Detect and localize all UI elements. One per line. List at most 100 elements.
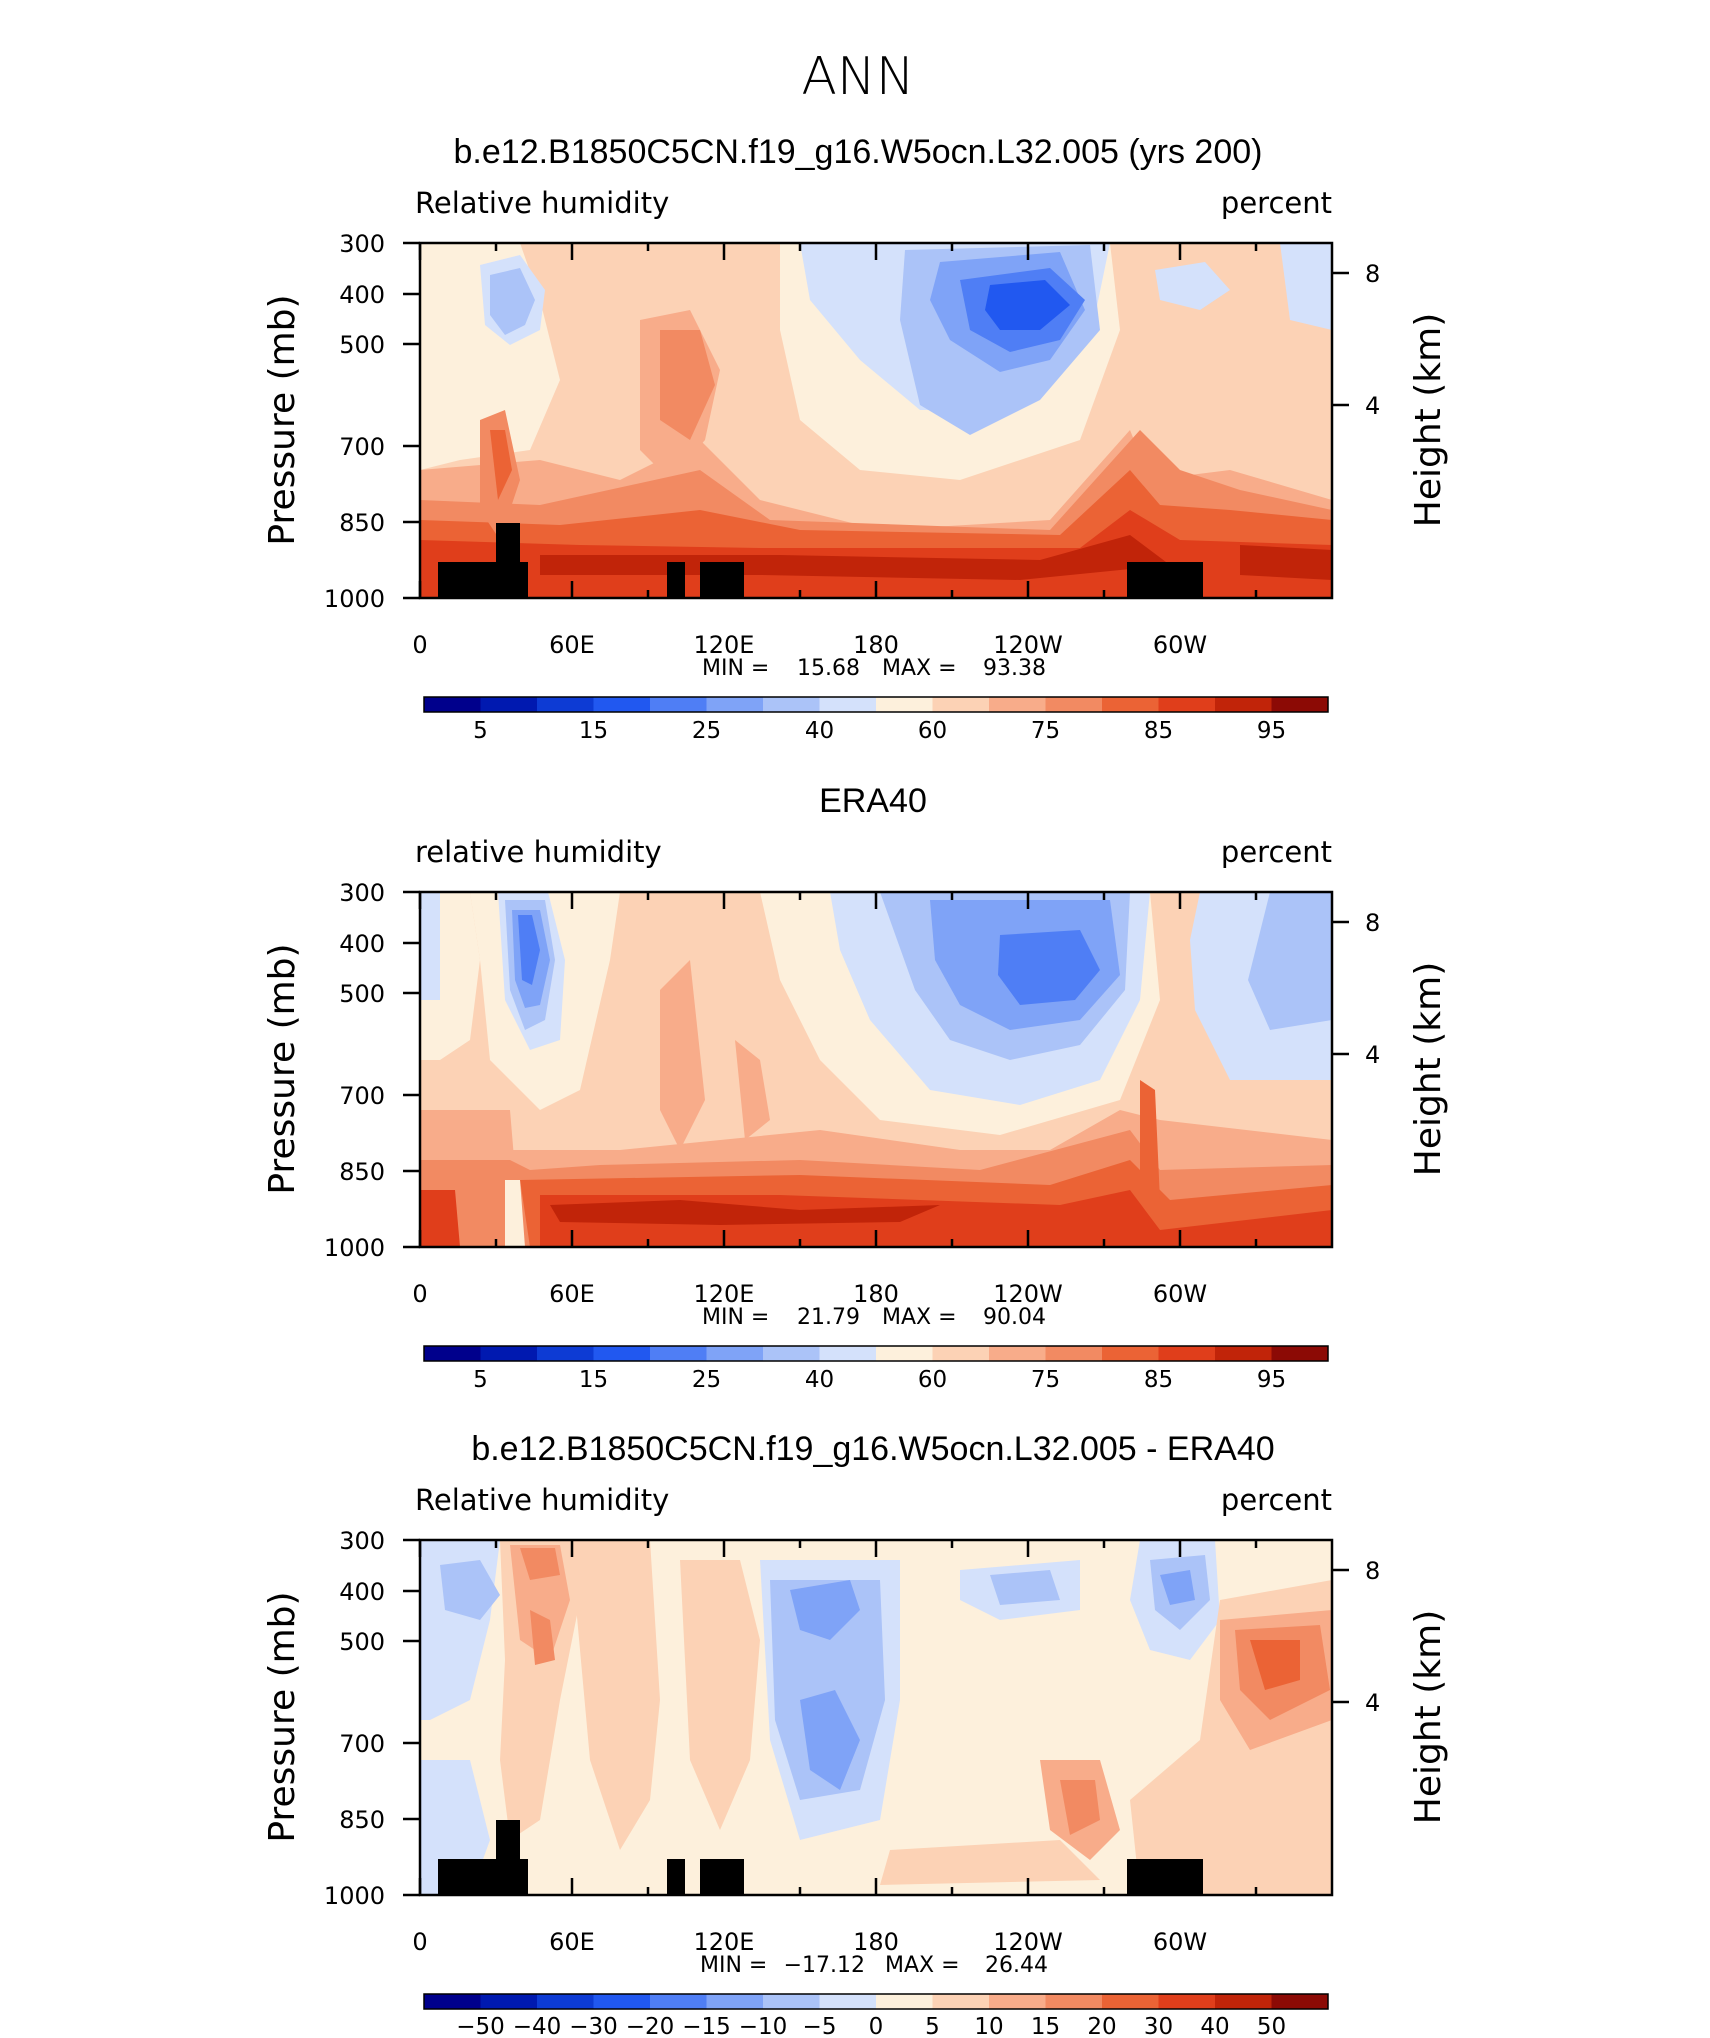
colorbar-cell bbox=[1158, 697, 1215, 712]
y-tick-label: 500 bbox=[339, 1628, 385, 1656]
y2-tick-label: 8 bbox=[1365, 260, 1380, 288]
colorbar-label: −20 bbox=[626, 2014, 675, 2038]
colorbar-cell bbox=[989, 697, 1046, 712]
y-tick-label: 700 bbox=[339, 1730, 385, 1758]
colorbar: −50 −40 −30 −20 −15 −10 −5 0 5 10 15 20 … bbox=[423, 1993, 1329, 2038]
variable-label: relative humidity bbox=[415, 835, 662, 869]
colorbar-frame bbox=[423, 1993, 1329, 2010]
colorbar-cell bbox=[1158, 1994, 1215, 2009]
contour-region bbox=[530, 1610, 555, 1665]
units-label: percent bbox=[1221, 1483, 1332, 1517]
colorbar-cell bbox=[1215, 697, 1272, 712]
colorbar-frame bbox=[423, 1345, 1329, 1362]
colorbar-cell bbox=[593, 1346, 650, 1361]
colorbar-cell bbox=[706, 1994, 763, 2009]
y-tick-label: 850 bbox=[339, 1806, 385, 1834]
colorbar-label: 25 bbox=[692, 1367, 721, 1393]
y2-tick-label: 8 bbox=[1365, 1557, 1380, 1585]
panel-title: b.e12.B1850C5CN.f19_g16.W5ocn.L32.005 - … bbox=[471, 1430, 1274, 1468]
min-value: 21.79 bbox=[797, 1305, 860, 1330]
colorbar-label: −5 bbox=[803, 2014, 837, 2038]
y2-axis-title: Height (km) bbox=[1408, 962, 1449, 1176]
colorbar-cell bbox=[537, 1346, 594, 1361]
colorbar-label: 10 bbox=[974, 2014, 1003, 2038]
x-tick-label: 180 bbox=[853, 631, 899, 659]
y-tick-label: 850 bbox=[339, 1158, 385, 1186]
colorbar-cell bbox=[593, 1994, 650, 2009]
max-label: MAX = bbox=[882, 656, 957, 681]
contour-field bbox=[420, 243, 1332, 598]
colorbar-cell bbox=[1102, 1994, 1159, 2009]
colorbar-label: −30 bbox=[569, 2014, 618, 2038]
colorbar-cell bbox=[876, 1346, 933, 1361]
y-tick-label: 700 bbox=[339, 1082, 385, 1110]
panel-title: ERA40 bbox=[819, 782, 927, 820]
x-tick-label: 120W bbox=[993, 631, 1063, 659]
min-max-readout: MIN = −17.12 MAX = 26.44 bbox=[700, 1953, 1048, 1978]
colorbar-cell bbox=[876, 697, 933, 712]
colorbar-cell bbox=[706, 1346, 763, 1361]
colorbar-cell bbox=[932, 1994, 989, 2009]
contour-region bbox=[550, 1200, 940, 1225]
colorbar-label: 40 bbox=[805, 718, 834, 744]
y-tick-label: 850 bbox=[339, 509, 385, 537]
y-tick-label: 1000 bbox=[324, 1882, 385, 1910]
colorbar-label: −40 bbox=[513, 2014, 562, 2038]
x-tick-label: 120E bbox=[694, 1280, 755, 1308]
contour-region bbox=[735, 1040, 770, 1140]
topography-block bbox=[496, 523, 520, 598]
contour-region bbox=[985, 280, 1070, 330]
min-label: MIN = bbox=[702, 1305, 769, 1330]
y-tick-label: 400 bbox=[339, 930, 385, 958]
y2-tick-label: 4 bbox=[1365, 392, 1380, 420]
min-label: MIN = bbox=[700, 1953, 767, 1978]
colorbar-label: −15 bbox=[682, 2014, 731, 2038]
colorbar-label: 30 bbox=[1144, 2014, 1173, 2038]
colorbar-cell bbox=[537, 1994, 594, 2009]
colorbar-label: 95 bbox=[1257, 718, 1286, 744]
colorbar-cell bbox=[480, 697, 537, 712]
contour-region bbox=[540, 535, 1170, 580]
colorbar-cell bbox=[1045, 697, 1102, 712]
colorbar-cell bbox=[1215, 1346, 1272, 1361]
topography-block bbox=[518, 1859, 528, 1895]
colorbar-cell bbox=[537, 697, 594, 712]
contour-region bbox=[990, 1570, 1060, 1605]
colorbar-label: 20 bbox=[1087, 2014, 1116, 2038]
y2-tick-label: 4 bbox=[1365, 1689, 1380, 1717]
colorbar-frame bbox=[423, 696, 1329, 713]
colorbar-cell bbox=[1102, 697, 1159, 712]
colorbar-label: 75 bbox=[1031, 1367, 1060, 1393]
contour-region bbox=[570, 1540, 660, 1850]
y-tick-label: 700 bbox=[339, 433, 385, 461]
colorbar-label: 95 bbox=[1257, 1367, 1286, 1393]
contour-region bbox=[1140, 1080, 1160, 1200]
colorbar-label: 15 bbox=[1031, 2014, 1060, 2038]
colorbar-cell bbox=[650, 1994, 707, 2009]
colorbar-cell bbox=[989, 1994, 1046, 2009]
x-tick-label: 0 bbox=[412, 631, 427, 659]
colorbar-cell bbox=[819, 1346, 876, 1361]
x-tick-label: 60W bbox=[1153, 631, 1207, 659]
x-tick-label: 180 bbox=[853, 1280, 899, 1308]
x-tick-label: 120W bbox=[993, 1280, 1063, 1308]
contour-region bbox=[1160, 1570, 1195, 1605]
min-value: −17.12 bbox=[784, 1953, 865, 1978]
colorbar-label: 60 bbox=[918, 718, 947, 744]
colorbar-cell bbox=[1215, 1994, 1272, 2009]
y-axis: 300 400 500 700 850 1000 Pressure (mb) bbox=[262, 879, 420, 1262]
colorbar-cell bbox=[1045, 1994, 1102, 2009]
topography-block bbox=[700, 562, 744, 598]
x-tick-label: 60E bbox=[549, 1928, 595, 1956]
colorbar-cell bbox=[1045, 1346, 1102, 1361]
contour-region bbox=[420, 510, 1332, 598]
y-tick-label: 400 bbox=[339, 1578, 385, 1606]
max-label: MAX = bbox=[882, 1305, 957, 1330]
units-label: percent bbox=[1221, 835, 1332, 869]
max-label: MAX = bbox=[885, 1953, 960, 1978]
y-tick-label: 500 bbox=[339, 331, 385, 359]
contour-region bbox=[660, 960, 705, 1150]
panel-model: b.e12.B1850C5CN.f19_g16.W5ocn.L32.005 (y… bbox=[262, 133, 1449, 744]
y2-tick-label: 4 bbox=[1365, 1041, 1380, 1069]
